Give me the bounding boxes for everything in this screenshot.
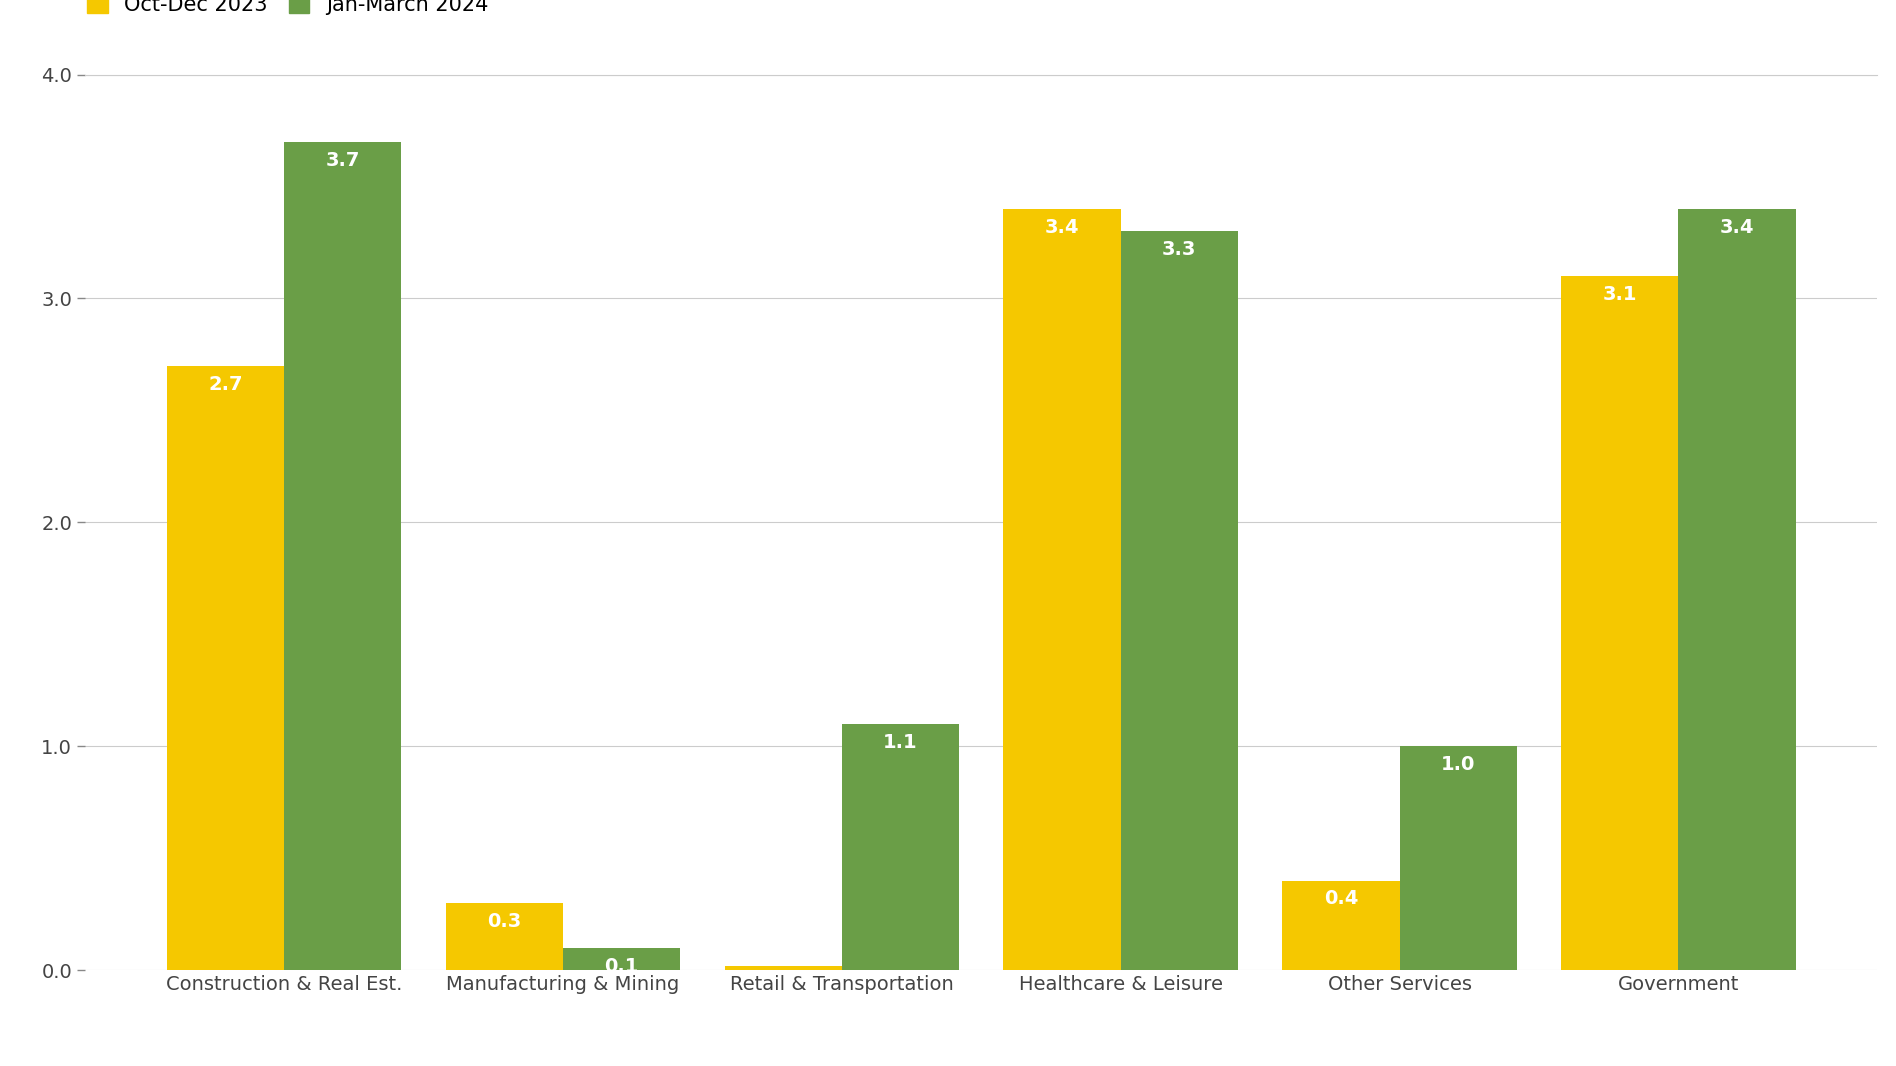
Bar [1560,276,1678,970]
Text: 3.1: 3.1 [1602,285,1636,304]
Bar [563,948,681,970]
Bar [1399,746,1517,970]
Text: 0.4: 0.4 [1323,889,1358,908]
Text: 3.3: 3.3 [1162,240,1196,259]
Text: 1.0: 1.0 [1441,755,1475,774]
Text: 2.7: 2.7 [209,374,243,393]
Bar [167,366,284,970]
Bar [1678,209,1796,970]
Bar [842,724,959,970]
Text: 3.7: 3.7 [326,150,360,169]
Bar [1121,231,1238,970]
Text: 1.1: 1.1 [884,732,918,752]
Bar [284,142,402,970]
Bar [1003,209,1121,970]
Legend: Oct-Dec 2023, Jan-March 2024: Oct-Dec 2023, Jan-March 2024 [87,0,489,16]
Bar [724,966,842,970]
Text: 3.4: 3.4 [1720,217,1754,237]
Text: 0.3: 0.3 [487,911,521,931]
Bar [1282,881,1399,970]
Bar [446,903,563,970]
Text: 3.4: 3.4 [1045,217,1079,237]
Text: 0.1: 0.1 [605,956,639,975]
